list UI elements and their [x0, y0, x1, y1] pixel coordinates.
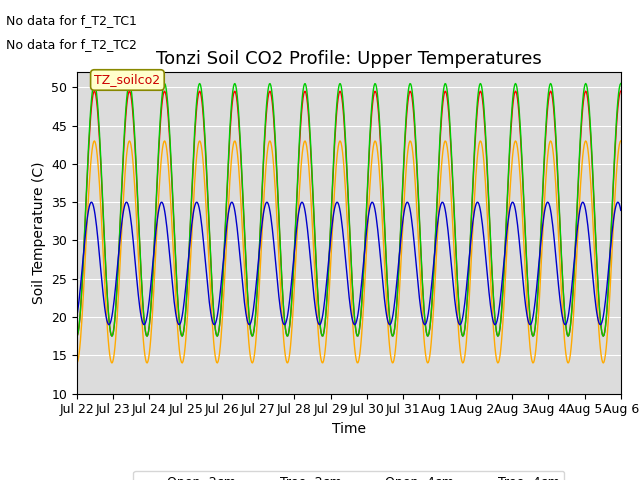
Title: Tonzi Soil CO2 Profile: Upper Temperatures: Tonzi Soil CO2 Profile: Upper Temperatur…: [156, 49, 541, 68]
Open -2cm: [326, 251, 333, 256]
Open -4cm: [75, 324, 83, 329]
Open -2cm: [617, 88, 625, 94]
Tree -4cm: [73, 313, 81, 319]
Tree -2cm: [75, 352, 83, 358]
Tree -4cm: [463, 278, 471, 284]
Text: No data for f_T2_TC2: No data for f_T2_TC2: [6, 38, 137, 51]
Tree -4cm: [476, 206, 484, 212]
Text: No data for f_T2_TC1: No data for f_T2_TC1: [6, 14, 137, 27]
Open -2cm: [463, 300, 471, 306]
Tree -2cm: [617, 138, 625, 144]
Tree -4cm: [614, 199, 621, 205]
Open -4cm: [326, 248, 333, 254]
Open -2cm: [476, 88, 484, 94]
Open -4cm: [617, 81, 625, 86]
Legend: Open -2cm, Tree -2cm, Open -4cm, Tree -4cm: Open -2cm, Tree -2cm, Open -4cm, Tree -4…: [133, 470, 564, 480]
Tree -2cm: [326, 285, 333, 291]
Open -2cm: [149, 270, 157, 276]
Line: Tree -4cm: Tree -4cm: [77, 202, 621, 324]
Tree -4cm: [305, 240, 313, 246]
Tree -4cm: [326, 249, 333, 254]
Tree -4cm: [149, 259, 157, 265]
Open -4cm: [463, 300, 471, 305]
Tree -4cm: [75, 298, 83, 303]
Open -4cm: [305, 111, 313, 117]
Line: Tree -2cm: Tree -2cm: [77, 141, 621, 363]
Tree -4cm: [596, 322, 604, 327]
Y-axis label: Soil Temperature (C): Soil Temperature (C): [31, 162, 45, 304]
Tree -2cm: [73, 360, 81, 366]
Tree -4cm: [617, 207, 625, 213]
Open -2cm: [75, 324, 83, 330]
X-axis label: Time: Time: [332, 422, 366, 436]
Text: TZ_soilco2: TZ_soilco2: [94, 73, 161, 86]
Tree -2cm: [149, 303, 157, 309]
Tree -2cm: [305, 165, 313, 171]
Open -4cm: [476, 81, 484, 86]
Open -4cm: [149, 268, 157, 274]
Tree -2cm: [476, 138, 484, 144]
Open -2cm: [73, 333, 81, 339]
Line: Open -2cm: Open -2cm: [77, 91, 621, 336]
Line: Open -4cm: Open -4cm: [77, 84, 621, 336]
Open -2cm: [305, 118, 313, 124]
Tree -2cm: [463, 330, 471, 336]
Open -4cm: [73, 333, 81, 339]
